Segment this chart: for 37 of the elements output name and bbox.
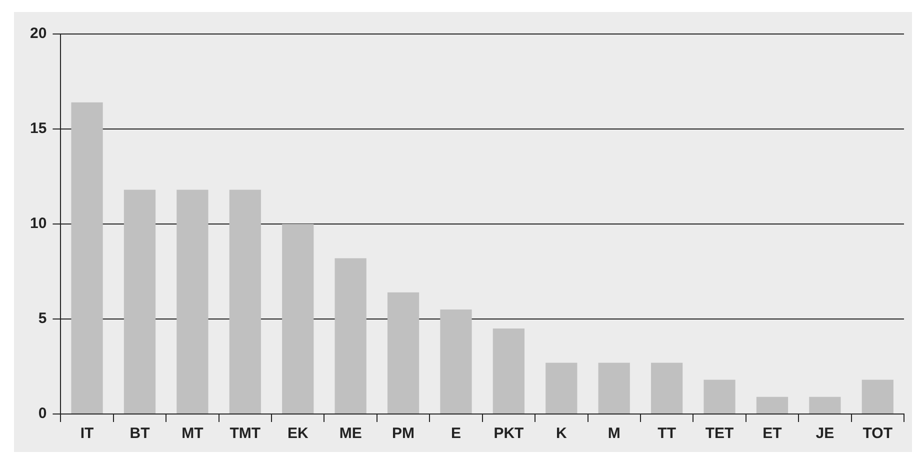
bar [440, 310, 472, 414]
x-tick-label: ET [762, 425, 782, 442]
bar [282, 224, 314, 414]
x-tick-label: K [556, 425, 567, 442]
bar [598, 362, 630, 414]
y-tick-label: 15 [30, 120, 47, 138]
x-tick-label: M [608, 425, 620, 442]
x-tick-label: IT [80, 425, 94, 442]
bar [809, 396, 841, 414]
x-tick-label: JE [816, 425, 834, 442]
x-tick-label: PKT [494, 425, 524, 442]
x-tick-label: PM [392, 425, 415, 442]
x-tick-label: BT [130, 425, 150, 442]
bar [862, 380, 894, 414]
y-tick-label: 0 [38, 405, 47, 422]
x-tick-label: TMT [230, 425, 261, 442]
y-tick-label: 20 [30, 25, 47, 42]
bar [334, 258, 366, 414]
y-tick-label: 5 [38, 310, 47, 328]
y-tick-label: 10 [30, 215, 47, 232]
bar [176, 190, 208, 414]
bar [546, 362, 578, 414]
bar [492, 328, 525, 414]
x-tick-label: E [450, 425, 461, 442]
x-tick-label: TET [705, 425, 734, 442]
bar [756, 396, 788, 414]
bar [71, 102, 103, 414]
x-tick-label: MT [182, 425, 204, 442]
bar [387, 292, 420, 414]
bar [124, 190, 156, 414]
x-tick-label: ME [339, 425, 362, 442]
x-tick-label: TOT [862, 425, 893, 442]
x-tick-label: EK [287, 425, 308, 442]
bar [229, 190, 261, 414]
x-tick-label: TT [658, 425, 676, 442]
bar [651, 362, 683, 414]
bar [704, 380, 736, 414]
